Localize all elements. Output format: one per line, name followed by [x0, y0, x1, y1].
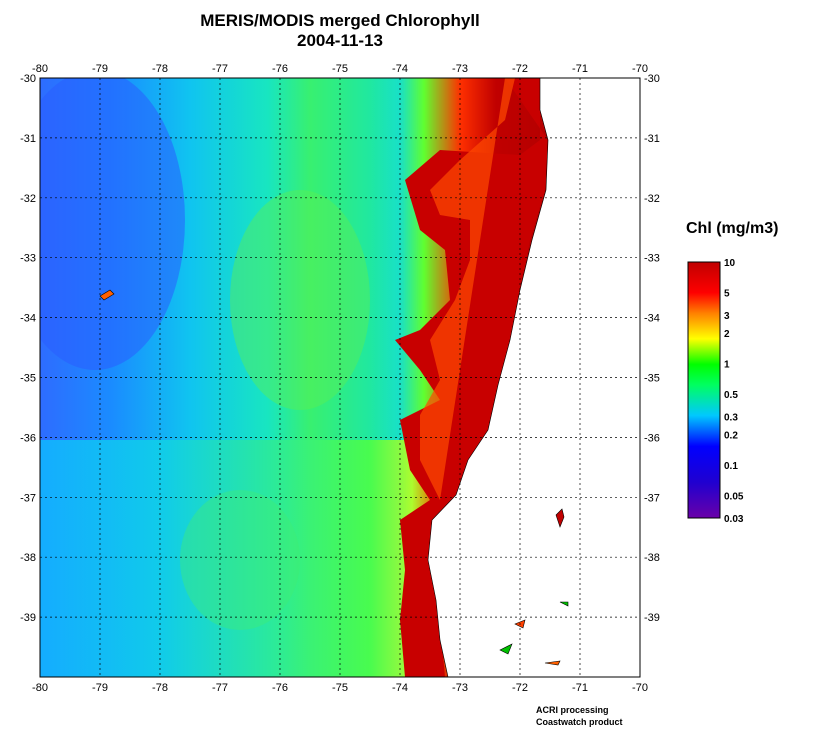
lat-tick-right: -33: [644, 253, 660, 265]
lon-tick-bottom: -77: [212, 682, 228, 694]
mid-green-patch: [230, 190, 370, 410]
lat-tick-left: -32: [20, 193, 36, 205]
colorbar-ticks: 10 5 3 2 1 0.5 0.3 0.2 0.1 0.05 0.03: [724, 258, 744, 525]
lat-tick-right: -32: [644, 193, 660, 205]
colorbar-tick-label: 0.5: [724, 390, 738, 401]
south-green-patch: [180, 490, 300, 630]
lat-tick-left: -39: [20, 612, 36, 624]
lon-tick-bottom: -75: [332, 682, 348, 694]
lat-tick-left: -36: [20, 432, 36, 444]
colorbar-tick-label: 5: [724, 289, 730, 300]
lon-tick-bottom: -76: [272, 682, 288, 694]
graticule: [40, 78, 640, 677]
lon-tick-top: -76: [272, 63, 288, 75]
lon-tick-bottom: -70: [632, 682, 648, 694]
map-frame: [39, 77, 641, 678]
lat-tick-right: -37: [644, 492, 660, 504]
colorbar-tick-label: 2: [724, 329, 730, 340]
lat-tick-right: -30: [644, 73, 660, 85]
lat-tick-right: -39: [644, 612, 660, 624]
lat-tick-left: -33: [20, 253, 36, 265]
lat-tick-left: -38: [20, 552, 36, 564]
colorbar: [687, 261, 721, 519]
map-date: 2004-11-13: [296, 31, 384, 50]
axis-ticks: -80 -80 -79 -79 -78 -78 -77 -77 -76 -76 -75 -75 -74 -…: [20, 63, 660, 694]
lat-tick-right: -34: [644, 313, 660, 325]
lon-tick-bottom: -78: [152, 682, 168, 694]
lat-tick-left: -34: [20, 313, 36, 325]
lake: [555, 508, 565, 528]
lat-tick-right: -38: [644, 552, 660, 564]
lon-tick-top: -80: [32, 63, 48, 75]
lon-tick-bottom: -71: [572, 682, 588, 694]
lat-tick-right: -31: [644, 133, 660, 145]
lake: [544, 660, 561, 666]
colorbar-tick-label: 0.05: [724, 491, 744, 502]
lat-tick-left: -31: [20, 133, 36, 145]
lon-tick-top: -78: [152, 63, 168, 75]
lon-tick-top: -71: [572, 63, 588, 75]
lake: [559, 601, 569, 607]
lon-tick-top: -72: [512, 63, 528, 75]
lat-tick-right: -36: [644, 432, 660, 444]
credit-product: Coastwatch product: [536, 717, 623, 727]
lat-tick-left: -30: [20, 73, 36, 85]
colorbar-tick-label: 0.2: [724, 430, 738, 441]
offshore-blue: [40, 78, 185, 370]
credit-processing: ACRI processing: [536, 705, 609, 715]
island-bloom: [99, 289, 115, 301]
lake: [499, 643, 513, 655]
land-chile: [427, 78, 640, 677]
colorbar-tick-label: 0.1: [724, 461, 738, 472]
lon-tick-bottom: -73: [452, 682, 468, 694]
colorbar-tick-label: 0.03: [724, 514, 744, 525]
colorbar-title: Chl (mg/m3): [686, 220, 779, 237]
lon-tick-top: -77: [212, 63, 228, 75]
lon-tick-bottom: -80: [32, 682, 48, 694]
chlorophyll-field: [40, 78, 640, 677]
map-title: MERIS/MODIS merged Chlorophyll: [200, 11, 480, 30]
lon-tick-top: -73: [452, 63, 468, 75]
lon-tick-top: -74: [392, 63, 408, 75]
lon-tick-bottom: -72: [512, 682, 528, 694]
colorbar-tick-label: 3: [724, 311, 730, 322]
colorbar-tick-label: 0.3: [724, 413, 738, 424]
lon-tick-top: -70: [632, 63, 648, 75]
lat-tick-right: -35: [644, 373, 660, 385]
lat-tick-left: -35: [20, 373, 36, 385]
lon-tick-top: -79: [92, 63, 108, 75]
lon-tick-bottom: -74: [392, 682, 408, 694]
colorbar-tick-label: 1: [724, 359, 730, 370]
lon-tick-bottom: -79: [92, 682, 108, 694]
colorbar-tick-label: 10: [724, 258, 736, 269]
coastal-orange-edge: [420, 78, 515, 500]
lat-tick-left: -37: [20, 492, 36, 504]
lon-tick-top: -75: [332, 63, 348, 75]
